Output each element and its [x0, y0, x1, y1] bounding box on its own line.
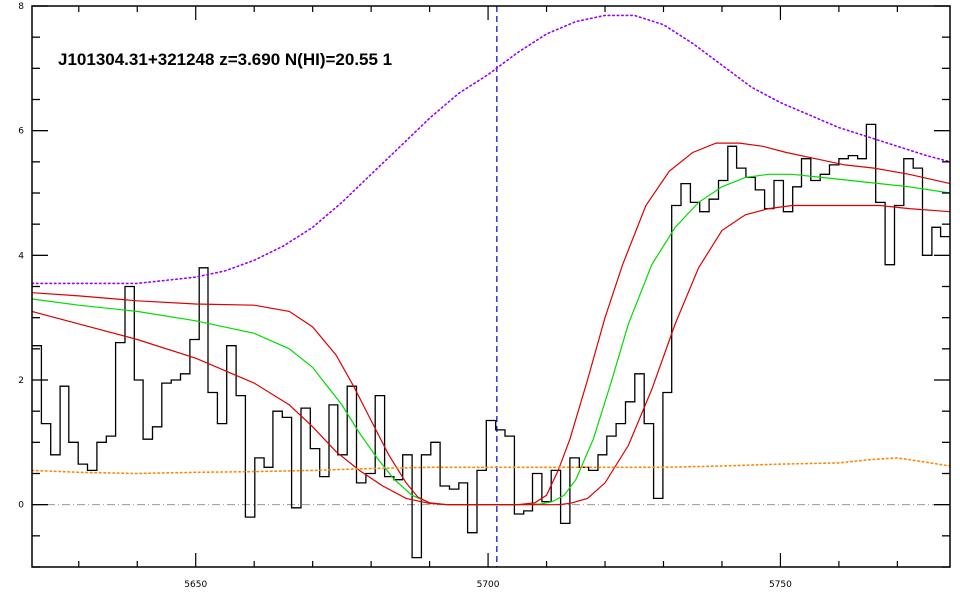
series-error: [31, 457, 951, 475]
x-tick-label: 5750: [769, 580, 792, 590]
series-model-upper: [31, 142, 951, 506]
x-tick-label: 5700: [477, 580, 500, 590]
series-layer: [31, 14, 951, 559]
y-tick-label: 0: [18, 501, 24, 511]
chart-title: J101304.31+321248 z=3.690 N(HI)=20.55 1: [58, 50, 392, 69]
x-tick-label: 5650: [184, 580, 207, 590]
reference-lines-layer: [32, 6, 950, 567]
series-model: [31, 173, 951, 506]
series-model-lower: [31, 204, 951, 506]
series-flux: [32, 123, 950, 559]
axes-layer: 5650 5700 5750 0 2 4 6 8: [18, 2, 951, 590]
series-continuum: [31, 14, 951, 285]
y-tick-label: 4: [18, 251, 24, 261]
y-tick-label: 6: [18, 127, 24, 137]
y-tick-label: 2: [18, 376, 24, 386]
y-tick-label: 8: [18, 2, 24, 12]
